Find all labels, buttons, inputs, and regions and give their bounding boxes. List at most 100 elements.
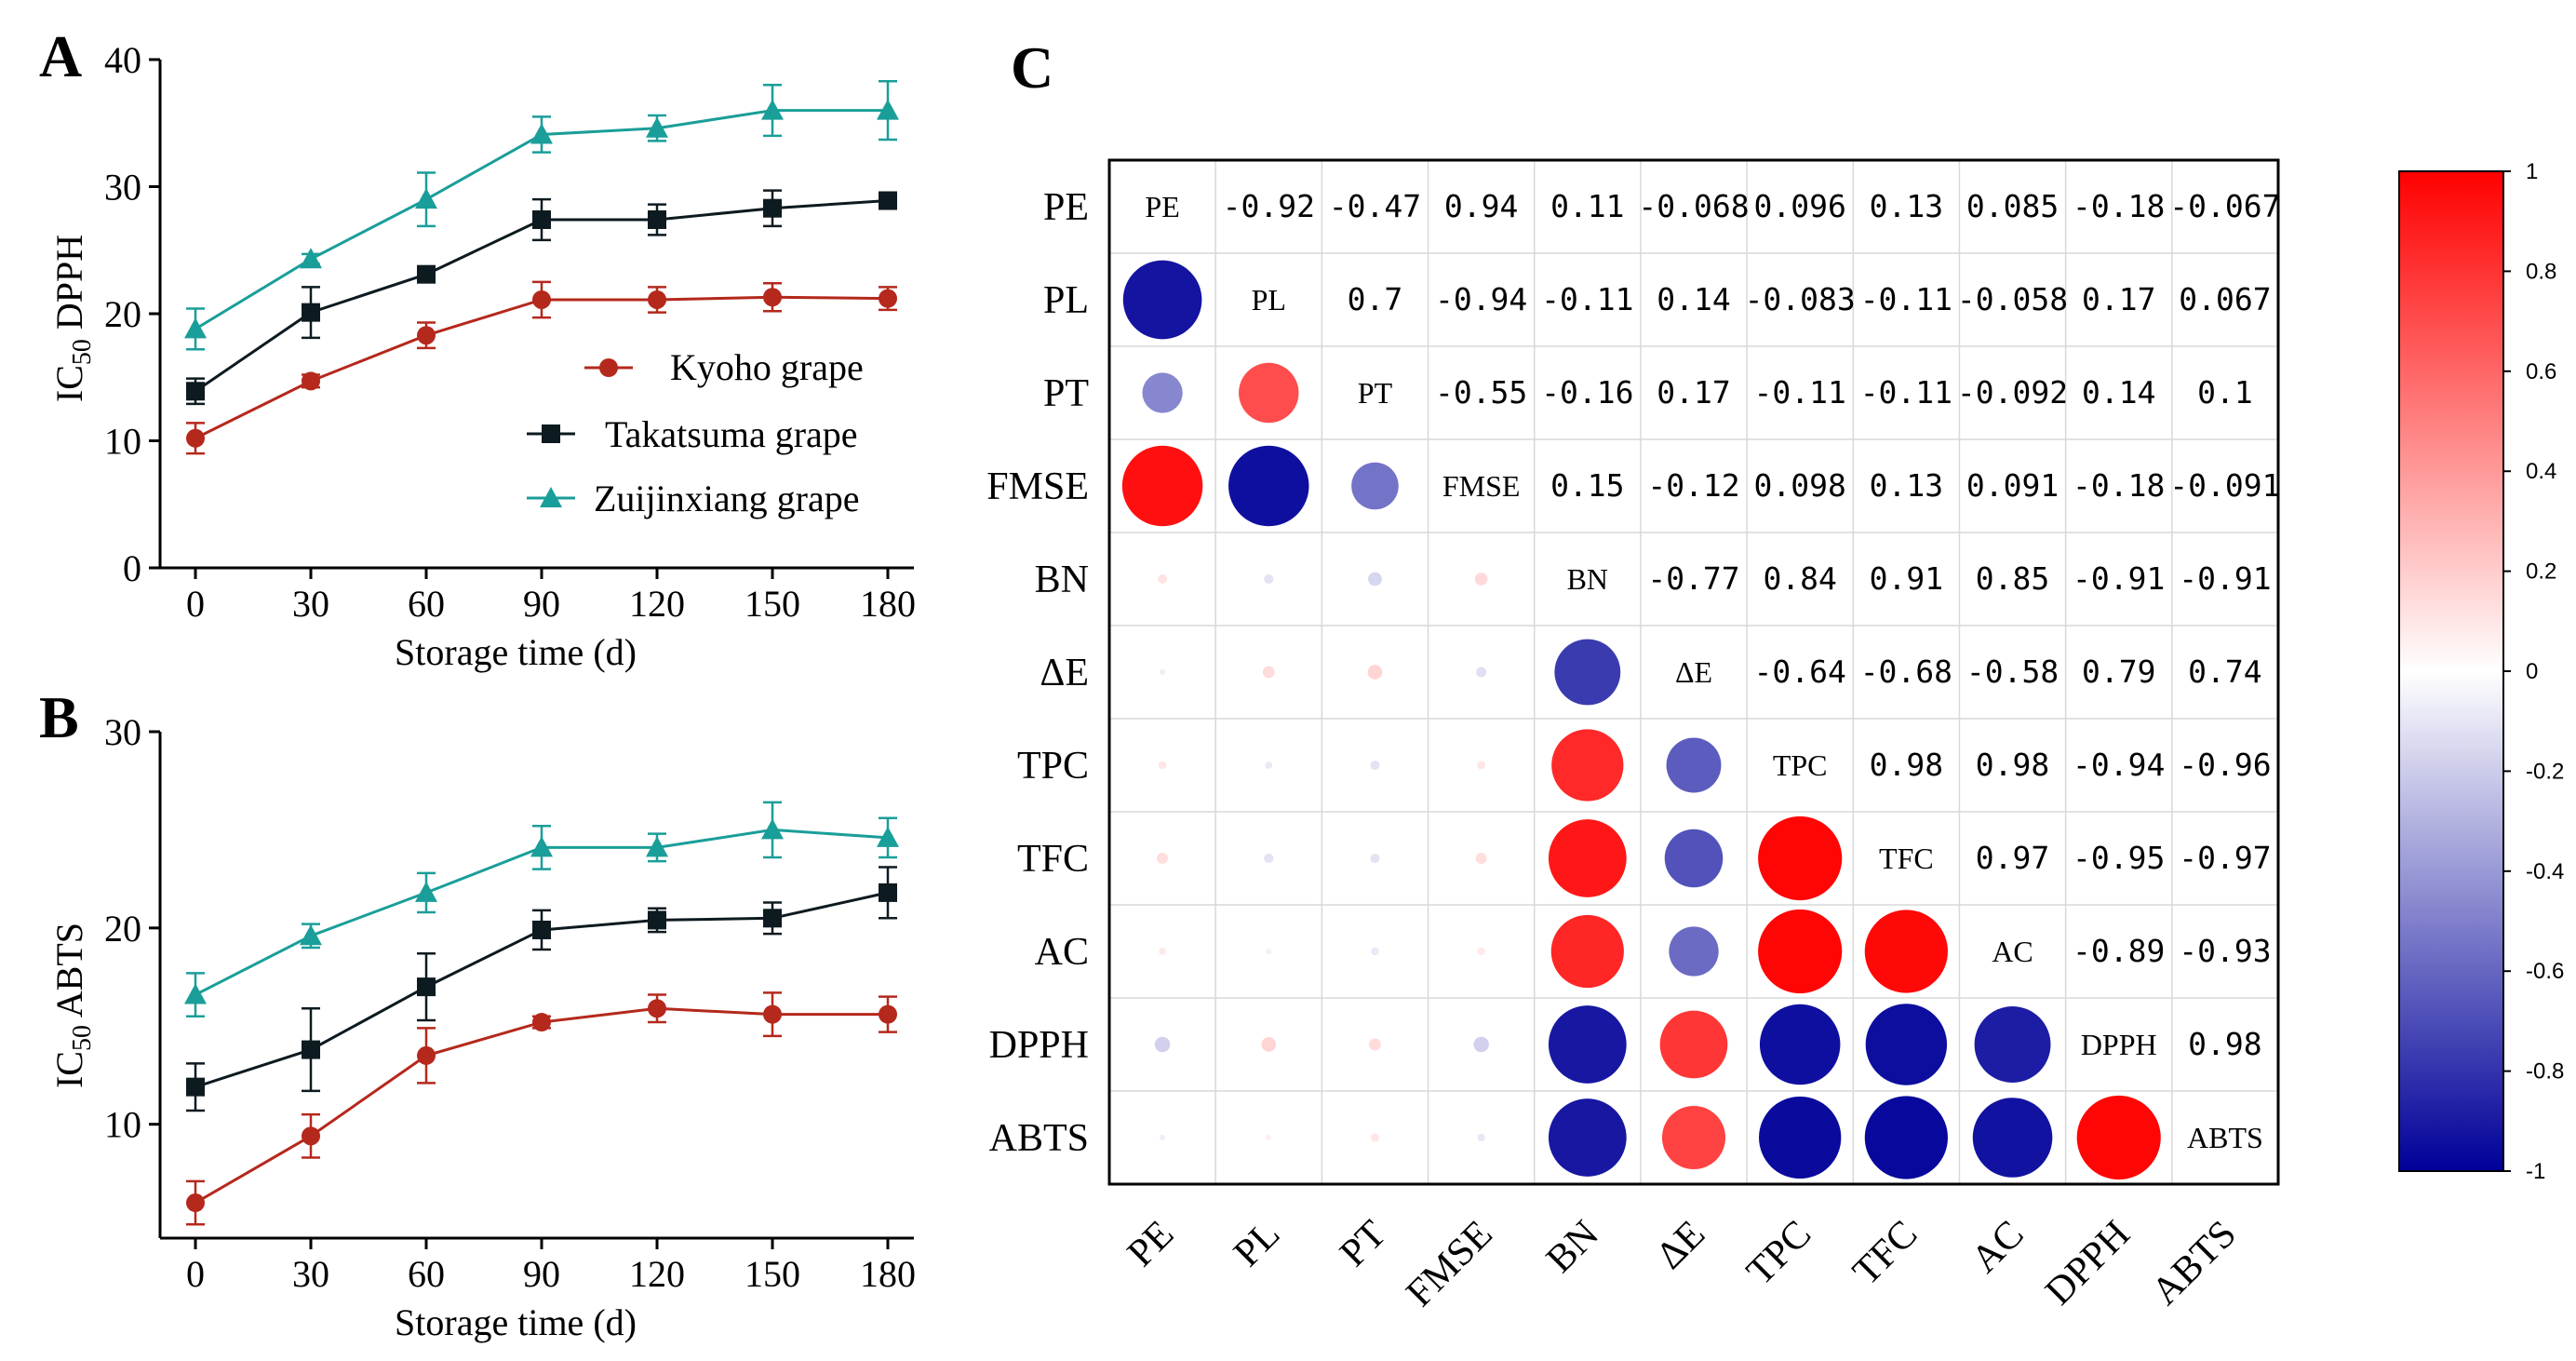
correlation-circle xyxy=(1159,668,1166,676)
colorbar-tick-label: -0.2 xyxy=(2526,759,2564,784)
correlation-circle xyxy=(1370,1133,1380,1142)
matrix-row-label: PT xyxy=(1043,372,1089,415)
correlation-value: 0.11 xyxy=(1550,188,1624,224)
correlation-circle xyxy=(1864,1096,1948,1179)
correlation-value: -0.91 xyxy=(2179,560,2271,597)
abts-x-tick-label: 30 xyxy=(292,1253,329,1295)
correlation-circle xyxy=(1661,1105,1726,1170)
abts-point-kyoho xyxy=(532,1013,551,1032)
correlation-value: -0.97 xyxy=(2179,840,2271,876)
correlation-value: 0.15 xyxy=(1550,467,1624,504)
dpph-point-kyoho xyxy=(648,290,666,309)
correlation-circle xyxy=(1154,1036,1171,1053)
correlation-circle xyxy=(1265,761,1273,769)
correlation-value: -0.68 xyxy=(1860,654,1952,690)
correlation-matrix-marks: PE -0.92 -0.47 0.94 0.11 -0.068 0.096 0.13 0.085… xyxy=(986,158,2281,1315)
dpph-x-tick-label: 30 xyxy=(292,583,329,625)
dpph-point-takatsuma xyxy=(186,382,205,401)
correlation-circle xyxy=(1122,260,1202,340)
correlation-circle xyxy=(1158,761,1167,770)
correlation-circle xyxy=(1474,573,1488,586)
correlation-value: 0.98 xyxy=(2188,1026,2261,1062)
correlation-value: 0.17 xyxy=(2082,281,2155,317)
correlation-value: -0.11 xyxy=(1541,281,1633,317)
dpph-y-label-main: IC xyxy=(48,365,90,402)
abts-point-takatsuma xyxy=(186,1077,205,1097)
panel-letter-a: A xyxy=(39,23,82,89)
correlation-value: -0.091 xyxy=(2169,467,2280,504)
correlation-value: 0.13 xyxy=(1870,188,1943,224)
correlation-value: 0.85 xyxy=(1976,560,2049,597)
abts-point-zuijinxiang xyxy=(300,924,322,946)
correlation-value: -0.058 xyxy=(1957,281,2068,317)
dpph-point-zuijinxiang xyxy=(415,188,437,209)
correlation-value: 0.79 xyxy=(2082,654,2155,690)
correlation-value: -0.18 xyxy=(2073,467,2165,504)
legend-item-kyoho: Kyoho grape xyxy=(584,346,864,388)
dpph-x-tick-label: 150 xyxy=(745,583,800,625)
abts-point-zuijinxiang xyxy=(184,983,207,1004)
abts-x-tick-label: 150 xyxy=(745,1253,800,1295)
matrix-column-label: PL xyxy=(1226,1213,1288,1275)
correlation-value: -0.64 xyxy=(1754,654,1846,690)
correlation-value: 0.94 xyxy=(1444,188,1518,224)
colorbar-tick-label: 0.8 xyxy=(2526,259,2556,284)
abts-point-takatsuma xyxy=(302,1040,320,1059)
correlation-value: 0.7 xyxy=(1348,281,1403,317)
matrix-diagonal-label: DPPH xyxy=(2081,1028,2157,1061)
matrix-row-label: FMSE xyxy=(986,465,1089,508)
abts-y-label-sub: 50 xyxy=(68,1025,97,1051)
correlation-value: -0.092 xyxy=(1957,374,2068,411)
correlation-circle xyxy=(1160,1134,1166,1141)
abts-x-axis-label: Storage time (d) xyxy=(395,1301,637,1343)
colorbar-tick-label: -0.6 xyxy=(2526,959,2564,984)
abts-point-takatsuma xyxy=(648,910,666,930)
correlation-value: 0.098 xyxy=(1754,467,1846,504)
dpph-y-tick-label: 20 xyxy=(104,293,141,335)
correlation-circle xyxy=(1548,1098,1627,1177)
colorbar-tick-label: 0.6 xyxy=(2526,359,2556,384)
matrix-diagonal-label: PT xyxy=(1358,376,1393,410)
correlation-circle xyxy=(1266,949,1272,954)
dpph-point-zuijinxiang xyxy=(184,317,207,339)
correlation-value: -0.96 xyxy=(2179,747,2271,783)
matrix-row-label: PE xyxy=(1043,186,1089,229)
correlation-circle xyxy=(2076,1095,2161,1180)
correlation-circle xyxy=(1371,947,1379,956)
correlation-value: -0.47 xyxy=(1329,188,1421,224)
correlation-value: -0.55 xyxy=(1435,374,1527,411)
correlation-circle xyxy=(1548,819,1627,897)
correlation-value: -0.95 xyxy=(2073,840,2165,876)
correlation-circle xyxy=(1351,462,1399,510)
correlation-circle xyxy=(1142,372,1183,413)
correlation-circle xyxy=(1759,1096,1842,1179)
abts-y-axis-label: IC50 ABTS xyxy=(48,923,97,1088)
dpph-point-zuijinxiang xyxy=(530,123,553,144)
correlation-circle xyxy=(1157,853,1169,864)
dpph-point-takatsuma xyxy=(532,209,551,229)
correlation-circle xyxy=(1370,853,1380,864)
dpph-y-tick-label: 10 xyxy=(104,421,141,463)
abts-y-label-rest: ABTS xyxy=(48,923,90,1025)
abts-point-kyoho xyxy=(879,1004,897,1024)
abts-y-tick-label: 20 xyxy=(104,908,141,950)
correlation-circle xyxy=(1261,1037,1277,1052)
dpph-x-tick-label: 180 xyxy=(860,583,916,625)
matrix-diagonal-label: TFC xyxy=(1879,842,1934,875)
correlation-circle xyxy=(1554,639,1621,706)
correlation-circle xyxy=(1264,573,1274,585)
matrix-row-label: DPPH xyxy=(989,1024,1089,1067)
abts-series-line-kyoho xyxy=(195,1006,888,1205)
matrix-diagonal-label: AC xyxy=(1992,935,2033,968)
abts-point-zuijinxiang xyxy=(646,836,668,857)
correlation-circle xyxy=(1758,909,1843,994)
dpph-point-kyoho xyxy=(186,428,205,448)
correlation-circle xyxy=(1659,1010,1728,1079)
dpph-y-tick-label: 30 xyxy=(104,167,141,209)
dpph-point-zuijinxiang xyxy=(646,116,668,138)
dpph-legend: Kyoho grape Takatsuma grape Zuijinxiang … xyxy=(527,346,864,519)
correlation-value: 0.74 xyxy=(2188,654,2261,690)
dpph-y-axis-label: IC50 DPPH xyxy=(48,235,97,402)
dpph-point-takatsuma xyxy=(302,303,320,322)
